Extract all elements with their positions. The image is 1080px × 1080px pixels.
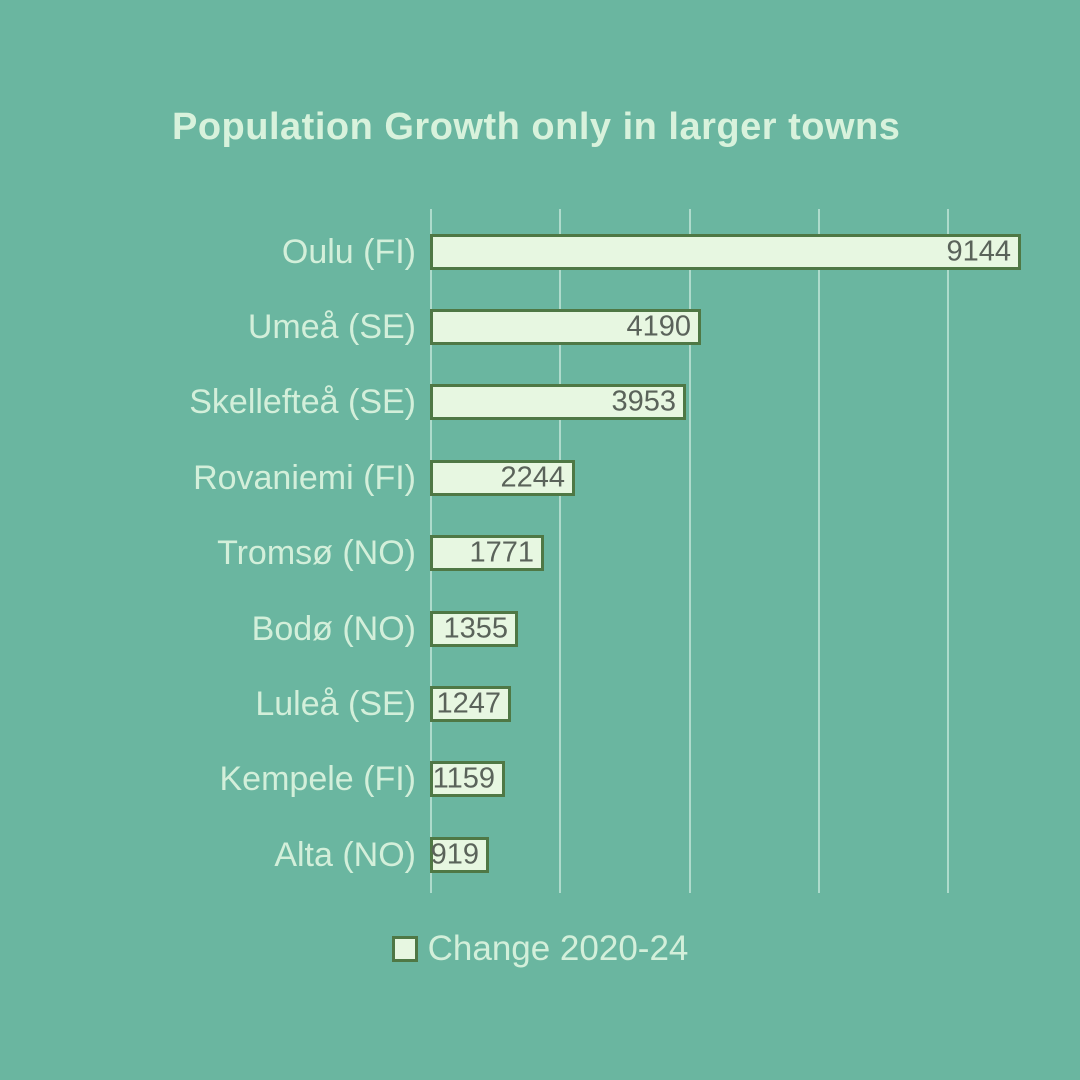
bar: 919 [430, 836, 489, 873]
legend-swatch-icon [391, 936, 418, 962]
category-label: Umeå (SE) [247, 307, 416, 346]
category-label: Rovaniemi (FI) [193, 458, 416, 497]
bar-value-label: 9144 [946, 235, 1011, 267]
bar-value-label: 1159 [432, 762, 495, 795]
legend: Change 2020-24 [0, 929, 1080, 969]
bar: 1355 [430, 610, 518, 647]
category-label: Skellefteå (SE) [189, 383, 416, 422]
bar-value-label: 1247 [436, 687, 501, 720]
category-label: Oulu (FI) [281, 232, 416, 271]
category-label: Bodø (NO) [251, 609, 416, 648]
bar-value-label: 4190 [626, 310, 691, 343]
bar: 3953 [430, 384, 686, 421]
bar: 2244 [430, 459, 575, 496]
bar-value-label: 1355 [443, 612, 508, 644]
bar: 1159 [430, 761, 505, 798]
gridline [688, 209, 691, 893]
bar-value-label: 919 [430, 838, 479, 871]
bar-value-label: 2244 [500, 461, 565, 494]
bar-value-label: 1771 [469, 536, 534, 569]
category-label: Tromsø (NO) [217, 534, 416, 573]
gridline [947, 209, 950, 893]
gridline [817, 209, 820, 893]
category-label: Kempele (FI) [219, 760, 417, 799]
bar: 4190 [430, 308, 701, 345]
bar: 1247 [430, 685, 511, 722]
bar: 9144 [430, 233, 1021, 270]
gridline [559, 209, 562, 893]
bar: 1771 [430, 535, 544, 572]
category-label: Alta (NO) [274, 835, 416, 874]
bar-value-label: 3953 [611, 385, 676, 418]
legend-label: Change 2020-24 [427, 929, 689, 968]
category-label: Luleå (SE) [255, 684, 416, 723]
chart-title: Population Growth only in larger towns [172, 106, 901, 148]
